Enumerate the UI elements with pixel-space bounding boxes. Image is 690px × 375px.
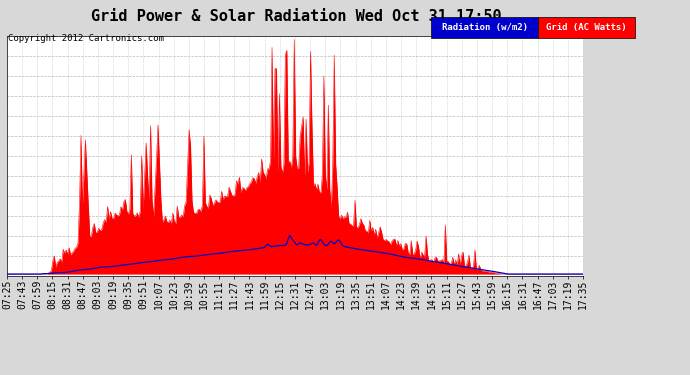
- Text: Copyright 2012 Cartronics.com: Copyright 2012 Cartronics.com: [8, 34, 164, 43]
- Text: Radiation (w/m2): Radiation (w/m2): [442, 22, 528, 32]
- Text: Grid Power & Solar Radiation Wed Oct 31 17:50: Grid Power & Solar Radiation Wed Oct 31 …: [91, 9, 502, 24]
- Text: Grid (AC Watts): Grid (AC Watts): [546, 22, 627, 32]
